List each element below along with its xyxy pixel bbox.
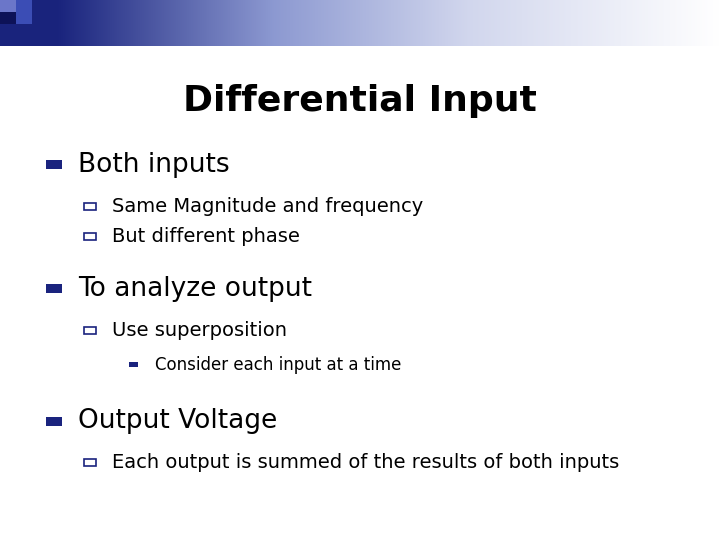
Text: But different phase: But different phase (112, 227, 300, 246)
FancyBboxPatch shape (16, 12, 32, 24)
FancyBboxPatch shape (46, 160, 62, 169)
FancyBboxPatch shape (0, 0, 16, 24)
FancyBboxPatch shape (46, 285, 62, 293)
Text: Differential Input: Differential Input (183, 84, 537, 118)
Text: Use superposition: Use superposition (112, 321, 287, 340)
Text: To analyze output: To analyze output (78, 276, 312, 302)
FancyBboxPatch shape (0, 0, 16, 12)
FancyBboxPatch shape (16, 0, 32, 12)
Text: Each output is summed of the results of both inputs: Each output is summed of the results of … (112, 453, 619, 472)
Text: Both inputs: Both inputs (78, 152, 230, 178)
Text: Output Voltage: Output Voltage (78, 408, 277, 434)
Text: Same Magnitude and frequency: Same Magnitude and frequency (112, 197, 423, 216)
Text: Consider each input at a time: Consider each input at a time (155, 355, 401, 374)
FancyBboxPatch shape (128, 362, 138, 367)
FancyBboxPatch shape (46, 417, 62, 426)
